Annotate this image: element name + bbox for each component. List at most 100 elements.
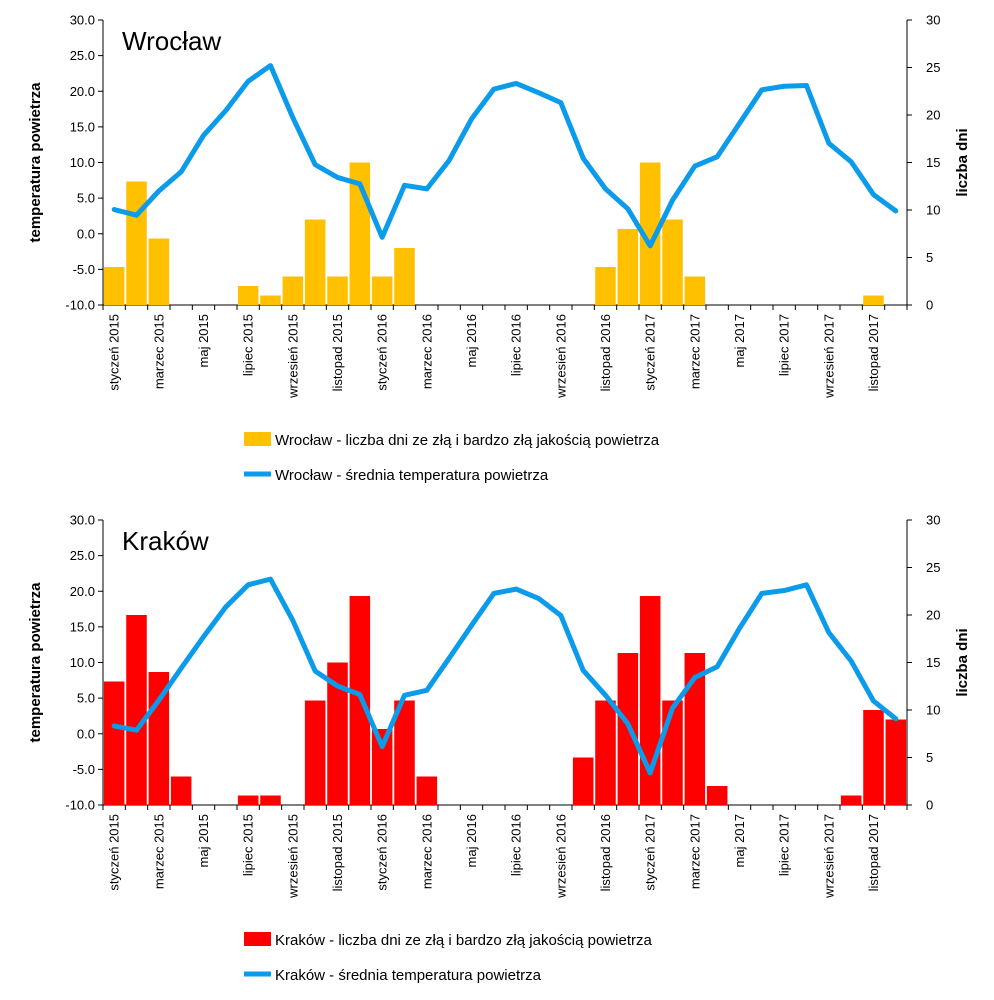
bar-2 (126, 615, 147, 805)
x-tick-label: marzec 2016 (419, 314, 434, 389)
legend-bar-label: Wrocław - liczba dni ze złą i bardzo złą… (275, 432, 660, 449)
bar-13 (371, 276, 393, 305)
bar-1 (103, 267, 125, 305)
y-right-tick-label: 15 (926, 155, 940, 170)
chart-krakow: 30.0 25.0 20.0 15.0 10.0 5.0 0.0 -5.0 -10.0 30 25 2… (27, 513, 971, 985)
y-left-tick-label: 15.0 (70, 119, 95, 134)
bar-26 (662, 700, 683, 805)
x-tick-label: maj 2015 (196, 314, 211, 367)
bar-8 (260, 795, 281, 805)
chart-wroclaw: 30.0 25.0 20.0 15.0 10.0 5.0 0.0 -5.0 -10.0 30 25 2… (27, 13, 971, 485)
bar-8 (260, 295, 281, 305)
bar-3 (148, 238, 170, 305)
bar-27 (684, 276, 706, 305)
legend-bar-label: Kraków - liczba dni ze złą i bardzo złą … (275, 932, 652, 949)
y-axis-title-right: liczba dni (954, 128, 971, 196)
y-right-tick-label: 5 (926, 750, 933, 765)
legend-line-label: Kraków - średnia temperatura powietrza (275, 967, 542, 984)
x-tick-label: styczeń 2017 (643, 314, 658, 391)
x-tick-label: styczeń 2017 (643, 814, 658, 891)
y-left-tick-label: 20.0 (70, 84, 95, 99)
bar-7 (237, 795, 259, 805)
x-tick-label: marzec 2015 (151, 814, 166, 889)
x-tick-label: listopad 2016 (598, 814, 613, 891)
x-tick-label: listopad 2016 (598, 314, 613, 391)
y-right-tick-label: 5 (926, 250, 933, 265)
x-tick-label: lipiec 2016 (509, 814, 524, 876)
y-left-tick-label: 20.0 (70, 584, 95, 599)
x-tick-label: maj 2017 (732, 314, 747, 367)
y-left-tick-label: 0.0 (77, 226, 95, 241)
x-tick-label: marzec 2017 (687, 814, 702, 889)
y-left-tick-label: 5.0 (77, 691, 95, 706)
y-left-tick-label: 15.0 (70, 619, 95, 634)
y-left-tick-label: -5.0 (73, 762, 95, 777)
x-tick-label: wrzesień 2017 (821, 314, 836, 399)
x-tick-label: maj 2016 (464, 814, 479, 867)
bar-2 (126, 181, 147, 305)
y-left-tick-label: -10.0 (65, 798, 95, 813)
legend-bar-swatch (244, 432, 271, 446)
y-left-tick-label: 5.0 (77, 191, 95, 206)
y-right-tick-label: 30 (926, 513, 940, 528)
temperature-line (111, 63, 899, 249)
y-right-tick-label: 10 (926, 703, 940, 718)
y-left-tick-label: 25.0 (70, 548, 95, 563)
y-left-tick-label: 30.0 (70, 13, 95, 28)
bar-13 (371, 729, 393, 805)
x-tick-label: lipiec 2015 (241, 814, 256, 876)
bar-34 (840, 795, 862, 805)
x-tick-label: maj 2016 (464, 314, 479, 367)
y-right-tick-label: 25 (926, 60, 940, 75)
bar-11 (327, 662, 348, 805)
y-left-tick-label: 0.0 (77, 726, 95, 741)
temperature-line (111, 576, 899, 776)
y-axis-title-left: temperatura powietrza (27, 82, 44, 243)
x-tick-label: wrzesień 2016 (553, 314, 568, 399)
y-left-tick-label: -5.0 (73, 262, 95, 277)
y-left-tick-label: 10.0 (70, 655, 95, 670)
x-tick-label: styczeń 2015 (107, 814, 122, 891)
y-right-tick-label: 15 (926, 655, 940, 670)
y-right-tick-label: 20 (926, 608, 940, 623)
x-tick-label: lipiec 2017 (777, 814, 792, 876)
bar-26 (662, 219, 683, 305)
x-tick-label: lipiec 2017 (777, 314, 792, 376)
x-tick-label: wrzesień 2015 (285, 314, 300, 399)
y-right-tick-label: 30 (926, 13, 940, 28)
legend-bar-swatch (244, 932, 271, 946)
x-tick-label: marzec 2017 (687, 314, 702, 389)
bar-1 (103, 681, 125, 805)
bar-27 (684, 653, 706, 805)
chart-title: Wrocław (122, 26, 221, 56)
y-left-tick-label: 25.0 (70, 48, 95, 63)
bar-14 (394, 700, 415, 805)
bar-28 (706, 786, 728, 805)
x-tick-label: listopad 2015 (330, 314, 345, 391)
y-axis-title-right: liczba dni (954, 628, 971, 696)
y-right-tick-label: 0 (926, 298, 933, 313)
x-tick-label: styczeń 2016 (375, 314, 390, 391)
x-tick-label: marzec 2015 (151, 314, 166, 389)
x-tick-label: maj 2017 (732, 814, 747, 867)
x-tick-label: lipiec 2015 (241, 314, 256, 376)
x-tick-label: listopad 2015 (330, 814, 345, 891)
y-right-tick-label: 0 (926, 798, 933, 813)
bar-15 (416, 776, 438, 805)
bar-4 (170, 776, 192, 805)
bar-10 (304, 700, 326, 805)
bar-14 (394, 248, 415, 305)
y-left-tick-label: -10.0 (65, 298, 95, 313)
bar-35 (863, 295, 884, 305)
bar-23 (595, 267, 616, 305)
bar-25 (639, 162, 661, 305)
bar-24 (617, 229, 639, 305)
bar-10 (304, 219, 326, 305)
x-tick-label: styczeń 2016 (375, 814, 390, 891)
bar-9 (282, 276, 304, 305)
bar-22 (572, 757, 594, 805)
x-tick-label: listopad 2017 (866, 314, 881, 391)
y-left-tick-label: 30.0 (70, 513, 95, 528)
legend-line-label: Wrocław - średnia temperatura powietrza (275, 467, 549, 484)
